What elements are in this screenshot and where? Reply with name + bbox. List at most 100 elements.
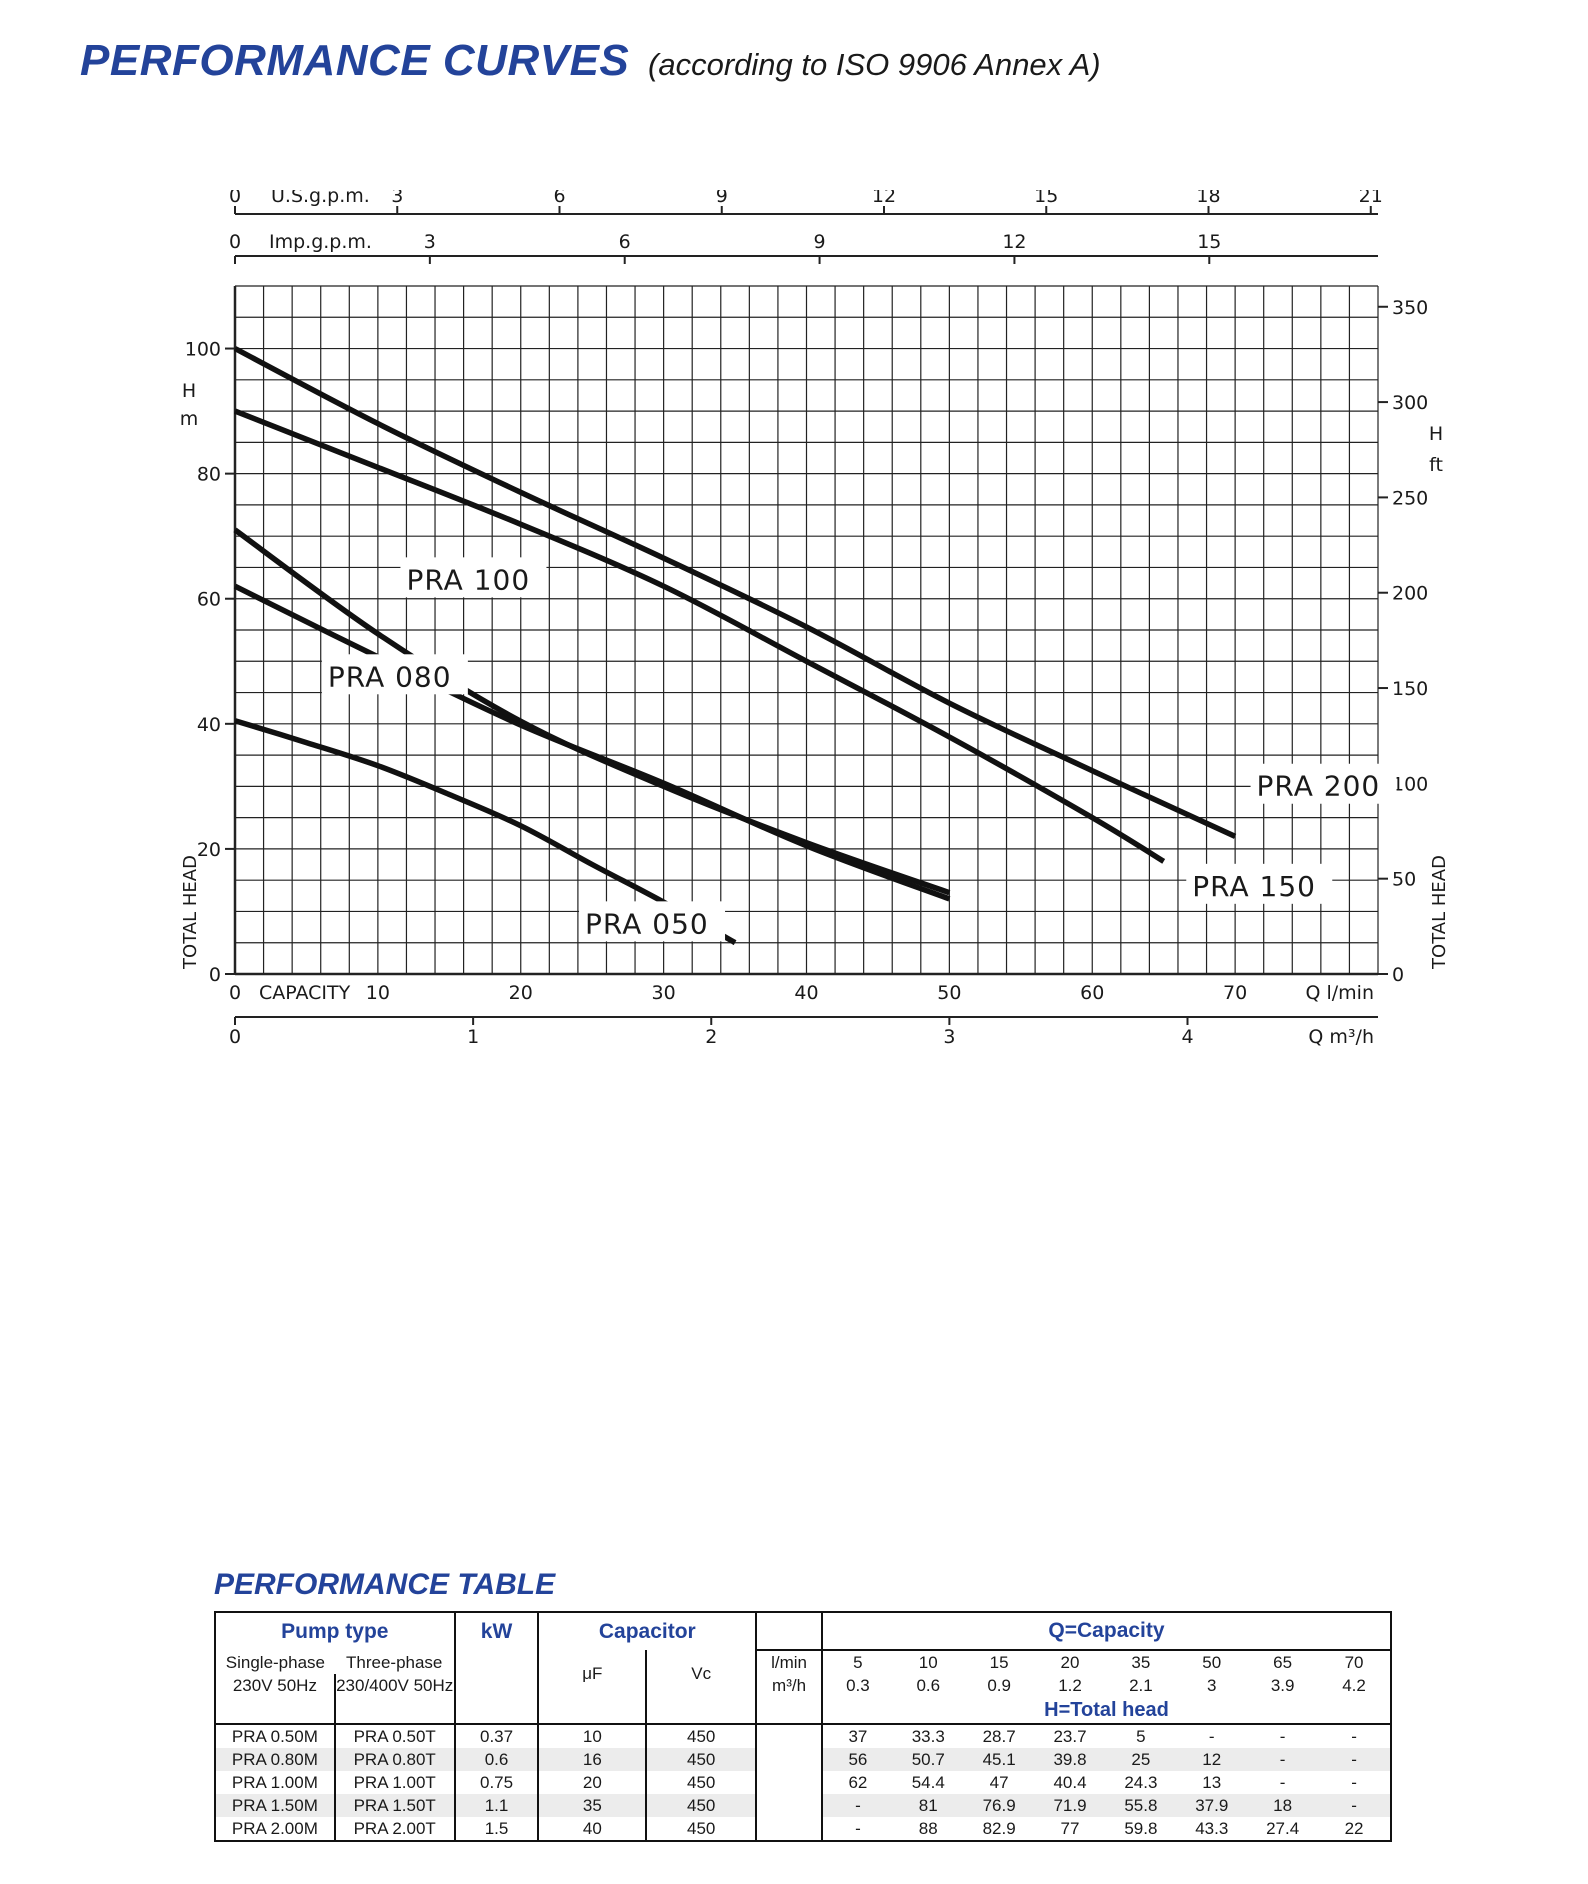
x-lmin-tick-label: 70 — [1223, 982, 1247, 1004]
pump-kw: 1.1 — [453, 1794, 539, 1817]
head-value: 50.7 — [892, 1748, 964, 1771]
unit-blank — [755, 1723, 822, 1748]
series-label: PRA 200 — [1257, 770, 1381, 803]
header-q-capacity: Q=Capacity — [820, 1611, 1393, 1650]
y-right-tick-label: 50 — [1392, 869, 1416, 891]
header-blank-e — [645, 1697, 757, 1724]
head-value: 47 — [989, 1772, 1009, 1792]
cap-m3h-3: 1.2 — [1058, 1675, 1082, 1695]
series-line-pra-080 — [233, 583, 951, 902]
y-right-tick-label: 250 — [1392, 487, 1428, 509]
unit-blank — [755, 1817, 822, 1842]
cap-m3h-2: 0.9 — [987, 1675, 1011, 1695]
head-value: 54.4 — [911, 1772, 945, 1792]
head-value: 27.4 — [1247, 1817, 1319, 1842]
pump-single-phase: PRA 2.00M — [214, 1817, 335, 1842]
x-lmin-tick-label: 40 — [794, 982, 818, 1004]
y-left-tick-label: 0 — [209, 964, 221, 986]
chart-series — [233, 346, 1237, 946]
header-h-total-head: H=Total head — [820, 1697, 1393, 1724]
head-value: 76.9 — [963, 1794, 1035, 1817]
x-lmin-tick-label: 20 — [509, 982, 533, 1004]
us-gpm-tick-label: 12 — [872, 190, 896, 207]
pump-three-phase: PRA 1.50T — [333, 1794, 455, 1817]
head-value: 40.4 — [1053, 1772, 1087, 1792]
y-left-unit-h: H — [182, 380, 196, 402]
series-label-bg — [321, 654, 468, 695]
capacitor-vc: 450 — [645, 1817, 757, 1842]
head-value: - — [1318, 1794, 1392, 1817]
y-left-unit-m: m — [180, 408, 199, 430]
x-m3h-tick-label: 3 — [943, 1026, 955, 1048]
head-value: - — [1318, 1723, 1392, 1748]
pump-kw: 1.5 — [453, 1817, 539, 1842]
capacitor-vc: 450 — [645, 1723, 757, 1748]
pump-three-phase: PRA 1.00T — [333, 1771, 455, 1794]
head-value: - — [1247, 1748, 1319, 1771]
series-label: PRA 150 — [1192, 870, 1316, 903]
head-value: 12 — [1176, 1748, 1248, 1771]
series-line-pra-150 — [233, 408, 1166, 864]
pump-kw: 0.6 — [453, 1748, 539, 1771]
imp-gpm-unit-label: Imp.g.p.m. — [269, 231, 372, 253]
capacitor-vc: 450 — [645, 1771, 757, 1794]
chart-grid — [233, 285, 1379, 976]
head-value: 55.8 — [1105, 1794, 1177, 1817]
pump-kw: 0.37 — [453, 1723, 539, 1748]
head-value: 43.3 — [1176, 1817, 1248, 1842]
performance-table: Pump type kW Capacitor Q=Capacity Single… — [214, 1611, 1393, 1842]
header-uf: μF — [537, 1650, 647, 1697]
y-left-tick-label: 80 — [197, 464, 221, 486]
head-value: 33.3 — [892, 1723, 964, 1748]
pump-single-phase: PRA 1.00M — [214, 1771, 335, 1794]
imp-gpm-tick-label: 15 — [1197, 231, 1221, 253]
pump-three-phase: PRA 0.50T — [333, 1723, 455, 1748]
imp-gpm-tick-label: 9 — [814, 231, 826, 253]
header-blank-a — [214, 1697, 335, 1724]
page-title-main: PERFORMANCE CURVES — [80, 36, 630, 85]
head-value: - — [820, 1794, 893, 1817]
pump-single-phase: PRA 1.50M — [214, 1794, 335, 1817]
head-value: 59.8 — [1105, 1817, 1177, 1842]
us-gpm-tick-label: 15 — [1034, 190, 1058, 207]
series-label-bg — [400, 557, 547, 598]
imp-gpm-tick-label: 6 — [619, 231, 631, 253]
series-label-bg — [1250, 763, 1397, 804]
header-unit-cell — [755, 1611, 822, 1650]
capacitor-vc: 450 — [645, 1748, 757, 1771]
chart-axes: 0 3 6 9 12 15 18 21U.S.g.p.m.0 3 6 9 12 15Imp.g.p.m.… — [180, 190, 1450, 1048]
imp-gpm-tick-label: 0 — [229, 231, 241, 253]
head-value: 23.7 — [1034, 1723, 1106, 1748]
head-value: 71.9 — [1034, 1794, 1106, 1817]
y-left-tick-label: 60 — [197, 589, 221, 611]
imp-gpm-tick-label: 12 — [1002, 231, 1026, 253]
us-gpm-tick-label: 3 — [391, 190, 403, 207]
table-row: PRA 1.50M PRA 1.50T 1.1 35 450-81 76.9 71.9 55.… — [214, 1794, 1392, 1817]
y-left-tick-label: 20 — [197, 839, 221, 861]
head-value: 25 — [1105, 1748, 1177, 1771]
us-gpm-tick-label: 18 — [1196, 190, 1220, 207]
y-right-tick-label: 300 — [1392, 392, 1428, 414]
y-right-tick-label: 350 — [1392, 297, 1428, 319]
table-row: PRA 0.50M PRA 0.50T 0.37 10 450 37 33.3 28.7 23.… — [214, 1723, 1392, 1748]
us-gpm-unit-label: U.S.g.p.m. — [271, 190, 370, 207]
cap-m3h-5: 3 — [1207, 1675, 1217, 1695]
head-value: 18 — [1247, 1794, 1319, 1817]
header-lmin: l/min — [755, 1649, 822, 1674]
y-left-tick-label: 40 — [197, 714, 221, 736]
y-left-axis-title: TOTAL HEAD — [180, 855, 201, 970]
cap-lmin-0: 5 — [820, 1649, 893, 1674]
head-value: 28.7 — [963, 1723, 1035, 1748]
pump-three-phase: PRA 0.80T — [333, 1748, 455, 1771]
header-three-phase: Three-phase — [335, 1650, 455, 1674]
head-value: - — [1247, 1723, 1319, 1748]
header-three-phase-spec: 230/400V 50Hz — [333, 1674, 455, 1697]
head-value: 88 — [892, 1817, 964, 1842]
capacitor-uf: 16 — [537, 1748, 647, 1771]
capacitor-vc: 450 — [645, 1794, 757, 1817]
head-value: 37 — [820, 1723, 893, 1748]
head-value: - — [1318, 1771, 1392, 1794]
head-value: - — [820, 1817, 893, 1842]
us-gpm-tick-label: 21 — [1359, 190, 1383, 207]
unit-blank — [755, 1794, 822, 1817]
